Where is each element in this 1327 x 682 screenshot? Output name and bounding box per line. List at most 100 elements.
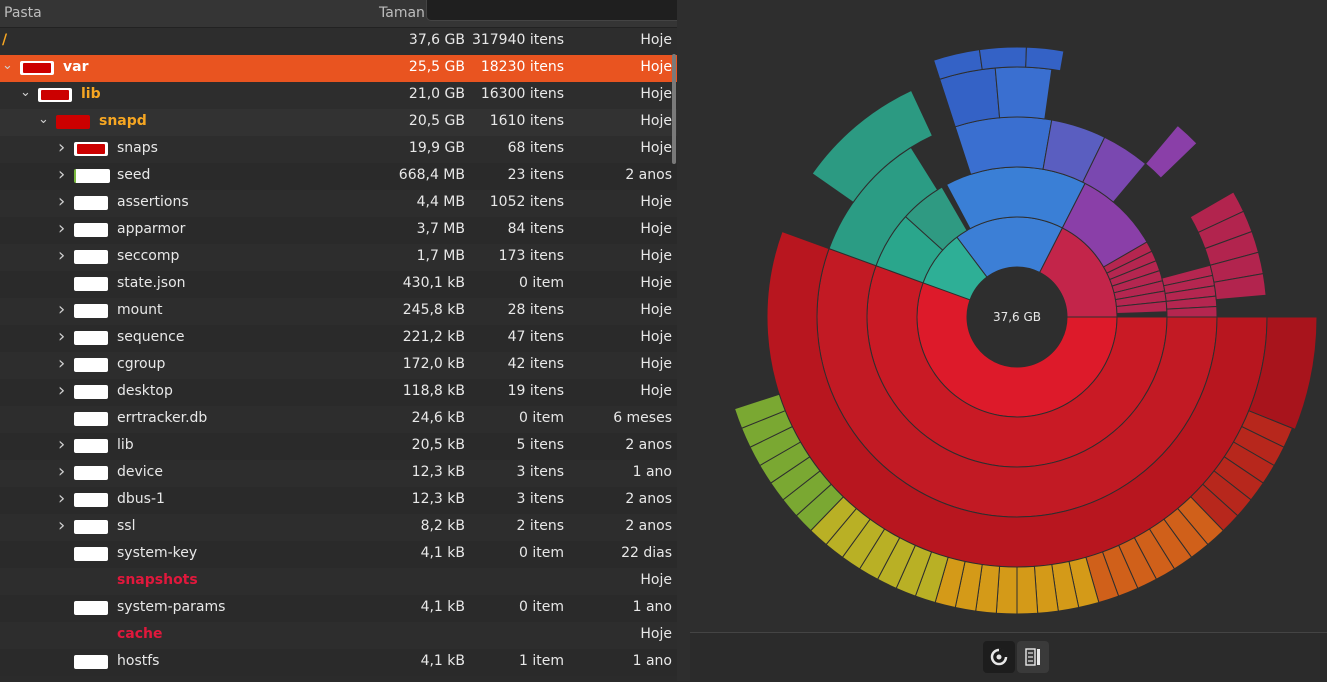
row-date: Hoje <box>640 221 672 237</box>
row-date: Hoje <box>640 626 672 642</box>
folder-icon <box>74 169 110 183</box>
chevron-right-icon[interactable]: › <box>58 434 66 455</box>
scrollbar[interactable] <box>672 54 676 164</box>
row-items: 23 itens <box>507 167 564 183</box>
row-name: snapd <box>99 113 147 129</box>
row-date: Hoje <box>640 275 672 291</box>
ring-segment[interactable] <box>1144 124 1198 179</box>
row-size: 4,1 kB <box>420 545 465 561</box>
tree-row[interactable]: ⌄ snapd 20,5 GB 1610 itens Hoje <box>0 109 677 136</box>
tree-row[interactable]: state.json 430,1 kB 0 item Hoje <box>0 271 677 298</box>
chevron-right-icon[interactable]: › <box>58 515 66 536</box>
row-items: 3 itens <box>516 491 564 507</box>
ring-chart[interactable]: 37,6 GB <box>690 0 1327 632</box>
tree-row[interactable]: ⌄ lib 21,0 GB 16300 itens Hoje <box>0 82 677 109</box>
folder-icon <box>74 142 108 156</box>
row-name: mount <box>117 302 163 318</box>
tree-row[interactable]: errtracker.db 24,6 kB 0 item 6 meses <box>0 406 677 433</box>
ring-segment[interactable] <box>1016 565 1039 615</box>
column-header-folder[interactable]: Pasta <box>4 5 42 21</box>
tree-row[interactable]: › mount 245,8 kB 28 itens Hoje <box>0 298 677 325</box>
chevron-right-icon[interactable]: › <box>58 488 66 509</box>
row-items: 68 itens <box>507 140 564 156</box>
row-date: Hoje <box>640 383 672 399</box>
ring-segment[interactable] <box>1213 273 1267 301</box>
folder-icon <box>74 385 108 399</box>
ring-segment[interactable] <box>811 89 934 203</box>
folder-icon <box>74 547 108 561</box>
chevron-right-icon[interactable]: › <box>58 218 66 239</box>
tree-row[interactable]: › seccomp 1,7 MB 173 itens Hoje <box>0 244 677 271</box>
chevron-right-icon[interactable]: › <box>58 380 66 401</box>
row-size: 430,1 kB <box>402 275 465 291</box>
view-switcher-bar <box>690 632 1327 682</box>
row-name: cgroup <box>117 356 166 372</box>
chevron-right-icon[interactable]: › <box>58 299 66 320</box>
chevron-right-icon[interactable]: › <box>58 353 66 374</box>
row-size: 20,5 kB <box>411 437 465 453</box>
chevron-down-icon[interactable]: ⌄ <box>20 85 31 100</box>
row-date: 1 ano <box>632 653 672 669</box>
row-size: 4,4 MB <box>416 194 465 210</box>
row-items: 0 item <box>519 545 564 561</box>
ring-segment[interactable] <box>954 116 1053 175</box>
ring-center[interactable] <box>967 267 1067 367</box>
row-date: Hoje <box>640 113 672 129</box>
tree-row[interactable]: › snaps 19,9 GB 68 itens Hoje <box>0 136 677 163</box>
chevron-down-icon[interactable]: ⌄ <box>2 58 13 73</box>
chevron-right-icon[interactable]: › <box>58 461 66 482</box>
ring-segment[interactable] <box>1082 136 1147 203</box>
row-date: Hoje <box>640 59 672 75</box>
tree-row[interactable]: › desktop 118,8 kB 19 itens Hoje <box>0 379 677 406</box>
row-size: 24,6 kB <box>411 410 465 426</box>
ring-segment[interactable] <box>733 393 786 429</box>
ring-segment[interactable] <box>978 46 1027 70</box>
tree-row[interactable]: system-key 4,1 kB 0 item 22 dias <box>0 541 677 568</box>
tree-row[interactable]: system-params 4,1 kB 0 item 1 ano <box>0 595 677 622</box>
tree-row[interactable]: › cgroup 172,0 kB 42 itens Hoje <box>0 352 677 379</box>
folder-icon <box>74 331 108 345</box>
row-name: lib <box>117 437 134 453</box>
tree-row[interactable]: › ssl 8,2 kB 2 itens 2 anos <box>0 514 677 541</box>
ring-segment[interactable] <box>1248 316 1318 431</box>
row-name: assertions <box>117 194 189 210</box>
row-name: errtracker.db <box>117 410 208 426</box>
chevron-right-icon[interactable]: › <box>58 245 66 266</box>
row-items: 84 itens <box>507 221 564 237</box>
chevron-right-icon[interactable]: › <box>58 326 66 347</box>
row-name: snaps <box>117 140 158 156</box>
row-date: 1 ano <box>632 599 672 615</box>
tree-row[interactable]: › seed 668,4 MB 23 itens 2 anos <box>0 163 677 190</box>
tree-row[interactable]: › lib 20,5 kB 5 itens 2 anos <box>0 433 677 460</box>
tree-row[interactable]: › assertions 4,4 MB 1052 itens Hoje <box>0 190 677 217</box>
row-name: seed <box>117 167 151 183</box>
chevron-right-icon[interactable]: › <box>58 191 66 212</box>
chevron-right-icon[interactable]: › <box>58 164 66 185</box>
tree-row[interactable]: ⌄ var 25,5 GB 18230 itens Hoje <box>0 55 677 82</box>
tree-row[interactable]: › device 12,3 kB 3 itens 1 ano <box>0 460 677 487</box>
treemap-view-button[interactable] <box>1017 641 1049 673</box>
tree-row[interactable]: › sequence 221,2 kB 47 itens Hoje <box>0 325 677 352</box>
ring-segment[interactable] <box>994 66 1053 120</box>
pane-divider[interactable] <box>677 0 690 681</box>
tree-row[interactable]: / 37,6 GB 317940 itens Hoje <box>0 28 677 55</box>
row-size: 245,8 kB <box>402 302 465 318</box>
folder-icon <box>74 196 108 210</box>
row-date: Hoje <box>640 329 672 345</box>
ring-segment[interactable] <box>1166 306 1218 318</box>
row-size: 172,0 kB <box>402 356 465 372</box>
chevron-right-icon[interactable]: › <box>58 137 66 158</box>
tree-row[interactable]: › dbus-1 12,3 kB 3 itens 2 anos <box>0 487 677 514</box>
tree-row[interactable]: cache Hoje <box>0 622 677 649</box>
ring-chart-view-button[interactable] <box>983 641 1015 673</box>
row-items: 0 item <box>519 275 564 291</box>
column-header-size[interactable]: Taman <box>379 5 425 21</box>
ring-segment[interactable] <box>1025 46 1065 72</box>
row-items: 5 itens <box>516 437 564 453</box>
tree-row[interactable]: snapshots Hoje <box>0 568 677 595</box>
row-date: 6 meses <box>613 410 672 426</box>
tree-row[interactable]: › apparmor 3,7 MB 84 itens Hoje <box>0 217 677 244</box>
row-name: sequence <box>117 329 185 345</box>
chevron-down-icon[interactable]: ⌄ <box>38 112 49 127</box>
tree-row[interactable]: hostfs 4,1 kB 1 item 1 ano <box>0 649 677 676</box>
